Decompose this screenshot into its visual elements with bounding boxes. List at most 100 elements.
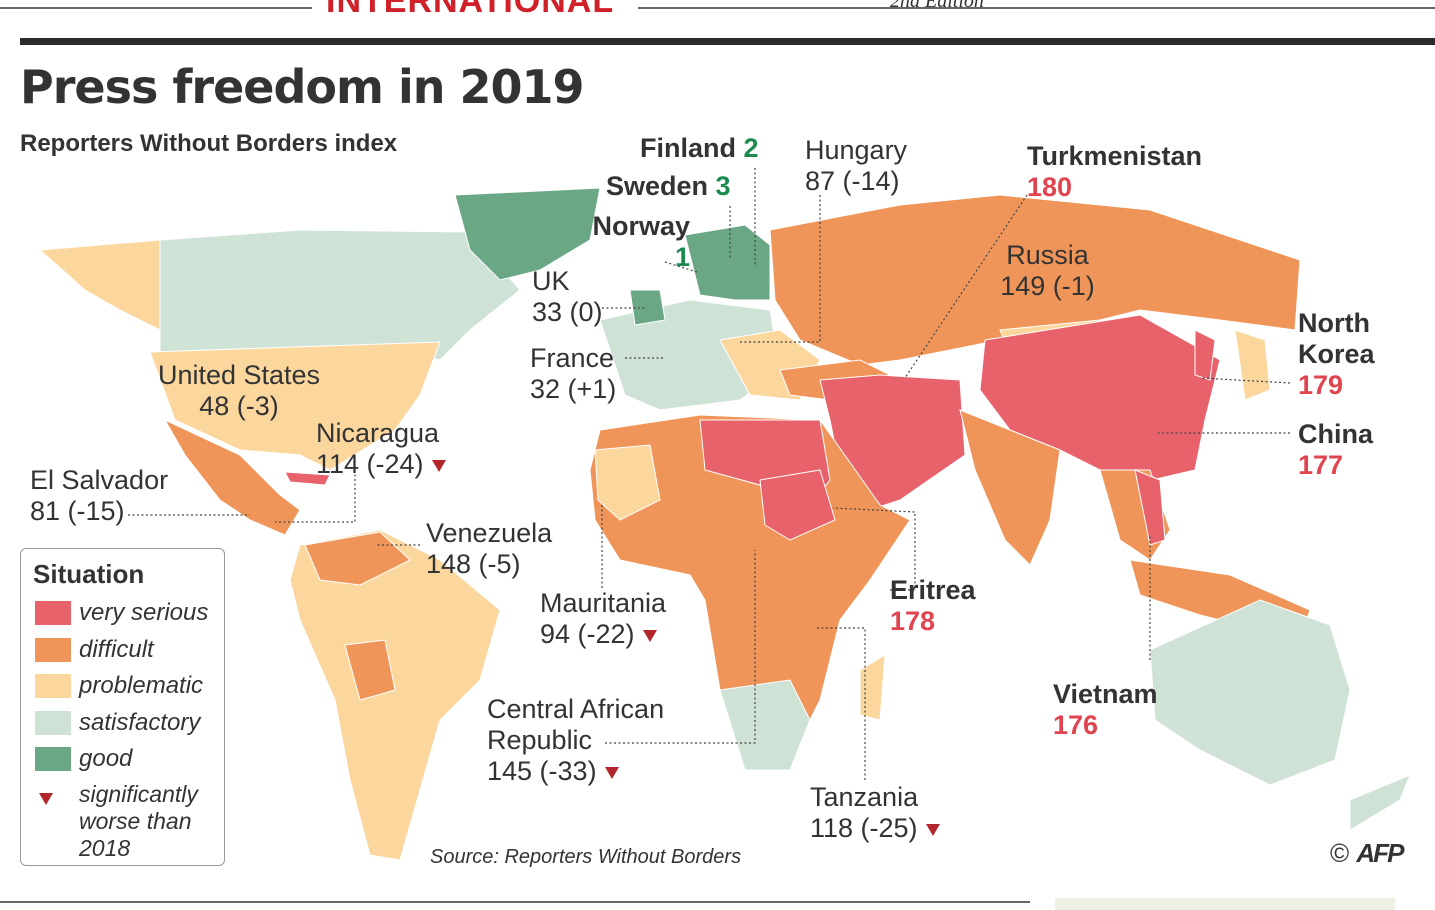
country-callout: Sweden 3 xyxy=(606,171,731,202)
country-name: Mauritania xyxy=(540,588,667,618)
country-name: France xyxy=(530,343,615,373)
country-callout: Venezuela 148 (-5) xyxy=(426,518,552,580)
country-rank: 145 (-33) xyxy=(487,756,597,786)
country-name: UK xyxy=(532,266,570,296)
country-region xyxy=(959,409,1061,566)
country-rank-line: 176 xyxy=(1053,710,1158,741)
country-name: Hungary xyxy=(805,135,908,165)
country-rank-line: 1 xyxy=(588,242,690,273)
country-region xyxy=(149,341,441,471)
country-region xyxy=(859,654,886,721)
country-region xyxy=(284,471,331,486)
country-callout: Central African Republic 145 (-33) xyxy=(487,694,687,787)
page-frame xyxy=(0,7,1435,910)
country-region xyxy=(719,679,811,771)
country-callout: Vietnam 176 xyxy=(1053,679,1158,741)
legend-item: difficult xyxy=(35,636,154,664)
country-callout: Finland 2 xyxy=(640,133,759,164)
country-name: Nicaragua xyxy=(316,418,440,448)
worse-marker xyxy=(604,766,619,779)
country-rank-line: 149 (-1) xyxy=(995,271,1100,302)
country-name: Russia xyxy=(1006,240,1089,270)
country-callout: North Korea 179 xyxy=(1298,308,1388,401)
country-callout: Hungary 87 (-14) xyxy=(805,135,907,197)
legend-item: good xyxy=(35,745,132,773)
country-rank: 1 xyxy=(674,242,690,272)
country-name: Tanzania xyxy=(810,782,919,812)
subtitle: Reporters Without Borders index xyxy=(20,130,398,157)
credit: © AFP xyxy=(1330,838,1404,869)
credit-agency: AFP xyxy=(1356,838,1404,868)
credit-symbol: © xyxy=(1330,838,1350,868)
country-name: China xyxy=(1298,419,1374,449)
country-region xyxy=(629,289,666,326)
leader-lines xyxy=(128,168,1291,780)
country-region xyxy=(684,224,771,301)
country-rank-line: 48 (-3) xyxy=(150,391,328,422)
country-rank-line: 3 xyxy=(716,171,731,201)
country-region xyxy=(38,239,161,331)
worse-marker xyxy=(642,629,657,642)
country-callout: UK 33 (0) xyxy=(532,266,603,328)
source: Source: Reporters Without Borders xyxy=(430,846,742,868)
legend-label: good xyxy=(79,745,133,772)
legend: Situation very serious difficult problemat… xyxy=(20,548,225,866)
legend-label: problematic xyxy=(79,672,204,699)
country-rank: 94 (-22) xyxy=(540,619,635,649)
country-callout: China 177 xyxy=(1298,419,1373,481)
country-name: North Korea xyxy=(1298,308,1375,369)
country-rank: 81 (-15) xyxy=(30,496,125,526)
country-name: Venezuela xyxy=(426,518,553,548)
country-rank-line: 118 (-25) xyxy=(810,813,940,844)
legend-swatch xyxy=(35,601,71,625)
country-rank: 149 (-1) xyxy=(1000,271,1095,301)
country-rank-line: 32 (+1) xyxy=(530,374,616,405)
legend-label: satisfactory xyxy=(79,708,201,736)
country-name: Eritrea xyxy=(890,575,976,605)
legend-item: problematic xyxy=(35,672,203,700)
country-rank-line: 179 xyxy=(1298,370,1388,401)
legend-title: Situation xyxy=(33,559,145,589)
country-region xyxy=(979,314,1221,486)
leader-line xyxy=(664,261,698,273)
country-region xyxy=(759,469,836,541)
country-name: Turkmenistan xyxy=(1027,141,1203,171)
country-callout: Turkmenistan 180 xyxy=(1027,141,1202,203)
country-name: El Salvador xyxy=(30,465,169,495)
country-rank: 176 xyxy=(1053,710,1099,740)
country-region xyxy=(344,639,396,701)
country-region xyxy=(1149,599,1351,786)
section-header: INTERNATIONAL xyxy=(326,0,615,20)
legend-swatch xyxy=(35,674,71,698)
leader-line xyxy=(832,507,916,591)
country-callout: France 32 (+1) xyxy=(530,343,616,405)
country-callout: Tanzania 118 (-25) xyxy=(810,782,940,844)
country-rank: 148 (-5) xyxy=(426,549,521,579)
legend-worse-label: significantly worse than 2018 xyxy=(79,781,198,861)
title: Press freedom in 2019 xyxy=(20,60,585,114)
legend-label: very serious xyxy=(79,599,209,626)
country-rank: 114 (-24) xyxy=(316,449,424,479)
leader-line xyxy=(904,194,1028,379)
country-name: Finland xyxy=(640,133,736,163)
country-region xyxy=(1349,774,1411,831)
worse-marker xyxy=(431,459,446,472)
country-region xyxy=(599,299,781,411)
country-region xyxy=(163,418,301,536)
country-callout: Mauritania 94 (-22) xyxy=(540,588,666,650)
country-rank: 179 xyxy=(1298,370,1344,400)
country-region xyxy=(1194,329,1216,381)
country-callout: United States 48 (-3) xyxy=(150,360,328,422)
country-region xyxy=(1134,469,1166,546)
country-region xyxy=(1234,329,1271,401)
country-region xyxy=(769,194,1301,366)
country-rank-line: 178 xyxy=(890,606,976,637)
worse-marker xyxy=(925,823,940,836)
legend-swatch xyxy=(35,710,71,735)
legend-swatch xyxy=(35,747,71,771)
world-map xyxy=(38,187,1411,861)
country-name: Norway xyxy=(592,211,690,241)
country-rank: 180 xyxy=(1027,172,1073,202)
